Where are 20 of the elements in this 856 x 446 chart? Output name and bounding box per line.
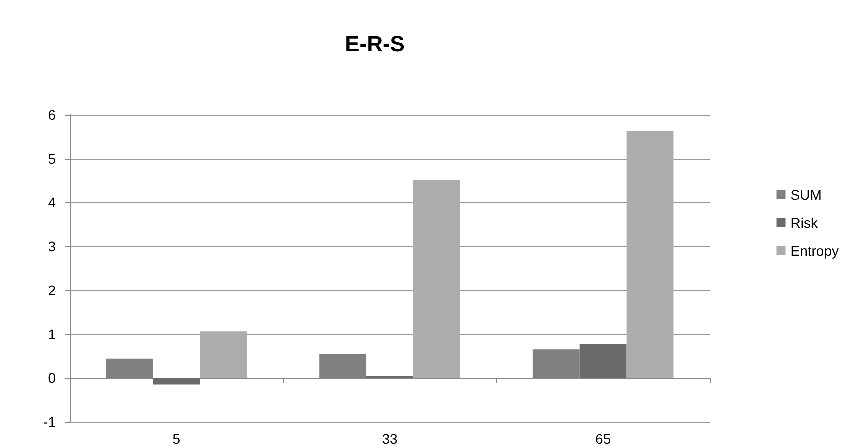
y-tick-label: 2 [48, 282, 56, 298]
x-tick-label: 33 [382, 431, 398, 446]
y-tick-label: 1 [48, 326, 56, 342]
x-tick-label: 5 [172, 431, 181, 446]
bar [580, 344, 627, 378]
y-tick-label: 6 [48, 107, 56, 123]
y-tick-label: 5 [48, 150, 56, 167]
bar [200, 332, 248, 378]
y-tick-label: 3 [48, 238, 56, 255]
legend-label: Entropy [790, 243, 839, 259]
bar [413, 180, 460, 378]
y-tick-label: -1 [44, 414, 56, 430]
legend-label: SUM [790, 187, 822, 203]
chart-title: E-R-S [345, 32, 405, 56]
y-tick-label: 4 [48, 194, 56, 211]
x-tick-label: 65 [596, 431, 612, 446]
bar [153, 378, 200, 385]
legend-label: Risk [790, 215, 819, 231]
y-tick-label: 0 [48, 370, 56, 386]
bar [626, 131, 674, 378]
